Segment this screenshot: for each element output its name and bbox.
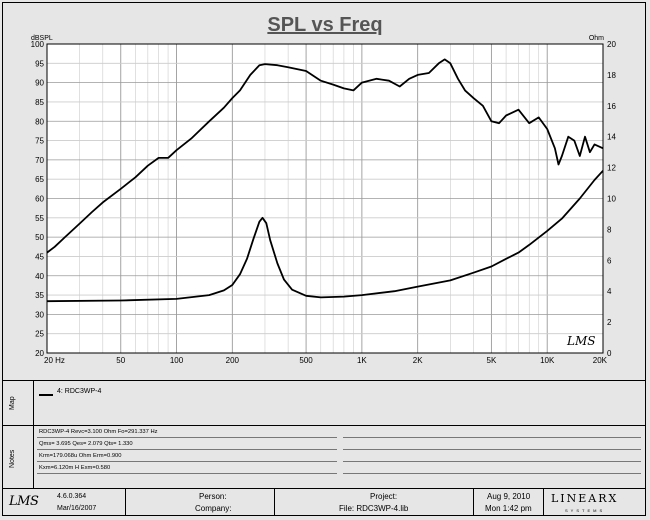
y-left-tick-label: 30 <box>35 310 44 319</box>
linearx-logo: LINEARX <box>551 492 619 505</box>
y-left-tick-label: 75 <box>35 137 44 146</box>
notes-rule-right <box>343 473 641 474</box>
x-tick-label: 500 <box>299 356 313 365</box>
linearx-logo-sub: SYSTEMS <box>565 508 606 513</box>
y-right-axis-label: Ohm <box>589 35 604 42</box>
y-left-tick-label: 45 <box>35 252 44 261</box>
impedance-curve <box>46 170 604 303</box>
spl-impedance-chart: SPL vs Freq dBSPL Ohm 202530354045505560… <box>31 14 617 365</box>
version-text: 4.6.0.364 <box>57 493 87 500</box>
footer-divider-3 <box>473 488 474 516</box>
y-left-tick-label: 90 <box>35 79 44 88</box>
date-text: Aug 9, 2010 <box>487 492 531 501</box>
footer-divider-1 <box>125 488 126 516</box>
y-right-tick-label: 4 <box>607 287 612 296</box>
map-top-divider <box>3 380 645 381</box>
notes-rule-left <box>37 449 337 450</box>
y-right-tick-label: 6 <box>607 256 612 265</box>
y-right-tick-label: 16 <box>607 102 616 111</box>
section-label-divider <box>33 380 34 488</box>
lms-logo: LMS <box>9 494 39 509</box>
map-section-label: Map <box>9 396 16 410</box>
notes-section-label: Notes <box>9 449 16 469</box>
y-right-tick-label: 0 <box>607 349 612 358</box>
y-left-tick-label: 65 <box>35 175 44 184</box>
y-left-tick-label: 95 <box>35 59 44 68</box>
x-tick-label: 10K <box>540 356 555 365</box>
map-legend-swatch <box>39 394 53 396</box>
x-tick-label: 2K <box>413 356 423 365</box>
y-left-tick-label: 70 <box>35 156 44 165</box>
notes-top-divider <box>3 425 645 426</box>
plot-border <box>46 43 604 354</box>
y-right-tick-label: 2 <box>607 318 612 327</box>
y-left-tick-label: 40 <box>35 272 44 281</box>
notes-rule-left <box>37 437 337 438</box>
y-right-tick-label: 8 <box>607 225 612 234</box>
y-left-tick-label: 20 <box>35 349 44 358</box>
y-left-tick-label: 35 <box>35 291 44 300</box>
notes-rule-right <box>343 449 641 450</box>
axis-tick-labels: 20 25 30 35 40 45 50 55 60 65 70 75 80 85 90 95 100 0 2 4 6 8… <box>31 40 617 365</box>
y-left-tick-label: 50 <box>35 233 44 242</box>
y-left-tick-label: 85 <box>35 98 44 107</box>
x-tick-label: 5K <box>487 356 497 365</box>
time-text: Mon 1:42 pm <box>485 504 532 513</box>
footer-top-divider <box>3 488 645 489</box>
spl-curve <box>46 58 604 254</box>
y-left-tick-label: 55 <box>35 214 44 223</box>
project-label: Project: <box>370 492 398 501</box>
notes-rule-right <box>343 461 641 462</box>
series <box>46 58 604 303</box>
y-left-tick-label: 80 <box>35 117 44 126</box>
file-label: File: RDC3WP-4.lib <box>339 504 409 513</box>
x-tick-label: 100 <box>170 356 184 365</box>
x-tick-label: 1K <box>357 356 367 365</box>
plot-lms-watermark: LMS <box>566 334 595 348</box>
notes-line: RDC3WP-4 Revc=3.100 Ohm Fo=291.337 Hz <box>39 429 158 435</box>
notes-line: Krm=179.068u Ohm Erm=0.900 <box>39 453 122 459</box>
y-right-tick-label: 12 <box>607 164 616 173</box>
y-left-tick-label: 60 <box>35 195 44 204</box>
y-right-tick-label: 18 <box>607 71 616 80</box>
notes-line: Kxm=6.120m H Exm=0.580 <box>39 465 111 471</box>
footer-divider-2 <box>274 488 275 516</box>
y-right-tick-label: 20 <box>607 40 616 49</box>
person-label: Person: <box>199 492 227 501</box>
x-tick-label: 50 <box>116 356 125 365</box>
y-left-tick-label: 100 <box>31 40 45 49</box>
map-legend-entry: 4: RDC3WP-4 <box>57 388 102 395</box>
y-left-tick-label: 25 <box>35 330 44 339</box>
chart-title: SPL vs Freq <box>267 14 382 36</box>
y-right-tick-label: 14 <box>607 133 616 142</box>
company-label: Company: <box>195 504 232 513</box>
x-tick-label: 200 <box>226 356 240 365</box>
version-date-text: Mar/16/2007 <box>57 505 97 512</box>
notes-rule-right <box>343 437 641 438</box>
x-tick-label: 20K <box>593 356 608 365</box>
y-left-axis-label: dBSPL <box>31 35 53 42</box>
x-tick-label: 20 Hz <box>44 356 65 365</box>
footer-divider-4 <box>543 488 544 516</box>
notes-rule-left <box>37 473 337 474</box>
notes-rule-left <box>37 461 337 462</box>
y-right-tick-label: 10 <box>607 195 616 204</box>
notes-line: Qms= 3.695 Qes= 2.079 Qts= 1.330 <box>39 441 133 447</box>
